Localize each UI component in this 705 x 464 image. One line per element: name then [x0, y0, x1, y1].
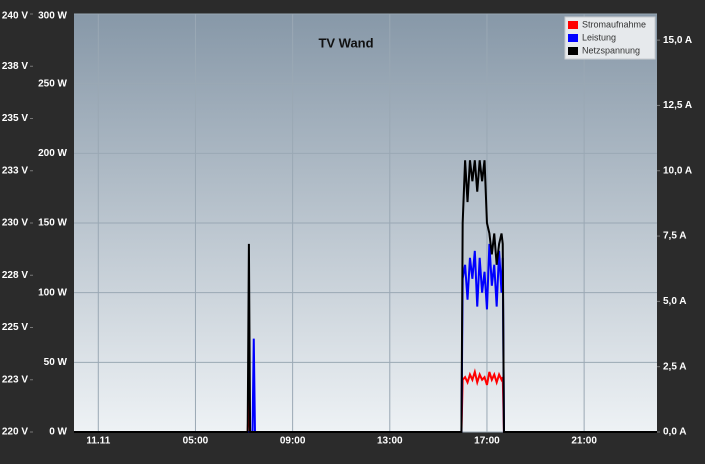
y3-tick-label: 225 V — [2, 322, 28, 333]
y3-tick-label: 220 V — [2, 427, 28, 438]
y3-tick-label: 235 V — [2, 113, 28, 124]
legend-swatch — [568, 47, 578, 55]
x-tick-label: 09:00 — [280, 436, 306, 447]
legend-swatch — [568, 21, 578, 29]
y3-tick-label: 240 V — [2, 11, 28, 22]
y3-tick-label: 238 V — [2, 61, 28, 72]
x-tick-label: 21:00 — [571, 436, 597, 447]
y2-tick-label: 5,0 A — [663, 296, 687, 307]
y2-tick-label: 15,0 A — [663, 35, 692, 46]
y-tick-label: 200 W — [38, 148, 67, 159]
y-tick-label: 100 W — [38, 287, 67, 298]
y-tick-label: 150 W — [38, 218, 67, 229]
legend-text: Stromaufnahme — [582, 19, 646, 29]
legend-text: Leistung — [582, 32, 616, 42]
legend-box — [564, 16, 656, 60]
series-line — [74, 243, 657, 433]
y-tick-label: 300 W — [38, 11, 67, 22]
y3-tick-label: 233 V — [2, 165, 28, 176]
y2-tick-label: 12,5 A — [663, 100, 692, 111]
y-tick-label: 0 W — [49, 427, 67, 438]
y2-tick-label: 7,5 A — [663, 231, 687, 242]
x-tick-label: 17:00 — [474, 436, 500, 447]
y3-tick-label: 223 V — [2, 374, 28, 385]
y2-tick-label: 2,5 A — [663, 361, 687, 372]
y2-tick-label: 0,0 A — [663, 427, 687, 438]
legend-text: Netzspannung — [582, 45, 640, 55]
chart-title: TV Wand — [318, 35, 373, 50]
series-line — [74, 160, 657, 433]
y2-tick-label: 10,0 A — [663, 165, 692, 176]
y3-tick-label: 228 V — [2, 270, 28, 281]
x-tick-label: 13:00 — [377, 436, 403, 447]
legend-swatch — [568, 34, 578, 42]
y-tick-label: 50 W — [44, 357, 68, 368]
y-tick-label: 250 W — [38, 78, 67, 89]
x-tick-label: 05:00 — [183, 436, 209, 447]
x-tick-label: 11.11 — [86, 436, 110, 447]
y3-tick-label: 230 V — [2, 218, 28, 229]
